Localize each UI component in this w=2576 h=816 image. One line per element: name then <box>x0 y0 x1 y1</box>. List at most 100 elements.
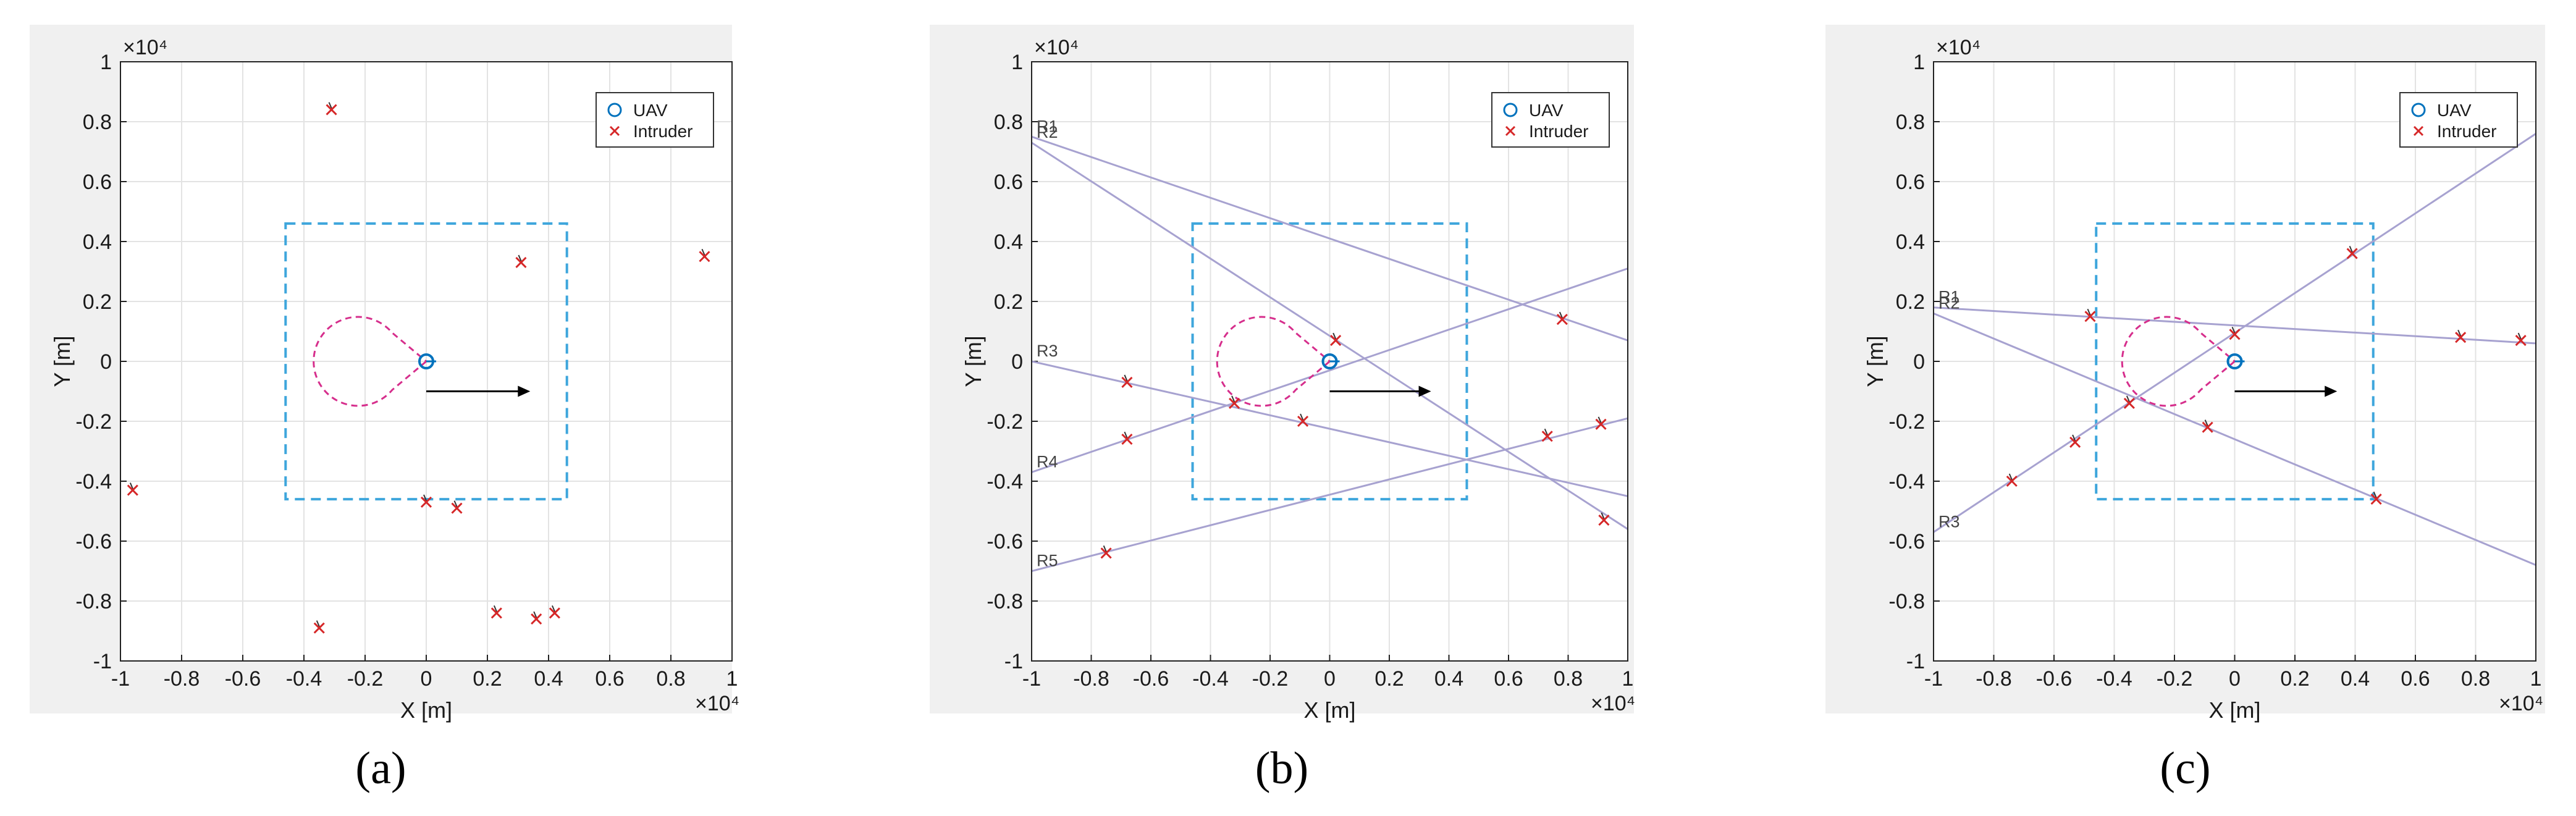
axes-border <box>1031 61 1628 662</box>
intruder-marker-stroke <box>1330 334 1342 347</box>
x-axis-label: X [m] <box>400 697 452 723</box>
x-tick-label: 0.6 <box>595 667 624 691</box>
y-tick-label: 0.4 <box>994 230 1023 254</box>
legend-label-intruder: Intruder <box>1529 122 1589 141</box>
x-tick-label: 0.6 <box>1494 667 1523 691</box>
intruder-marker-stroke <box>1121 434 1133 445</box>
x-tick-label: -0.6 <box>2036 667 2073 691</box>
intruder-point <box>1121 434 1133 445</box>
x-tick-label: 0.8 <box>1554 667 1583 691</box>
x-tick-label: -0.6 <box>225 667 261 691</box>
intruder-marker-stroke <box>2229 329 2241 340</box>
x-tick-label: -0.6 <box>1133 667 1169 691</box>
x-tick-label: -0.8 <box>1073 667 1109 691</box>
x-tick-label: -1 <box>1022 667 1041 691</box>
panel-a: -1 -0.8 -0.6 -0.4 -0.2 0 0.2 0.4 0.6 0.8 1 -1 -0.8 -0… <box>30 25 739 794</box>
legend-intruder-symbol <box>2413 125 2424 137</box>
panel-c: -1 -0.8 -0.6 -0.4 -0.2 0 0.2 0.4 0.6 0.8 1 -1 -0.8 -0… <box>1825 25 2545 794</box>
ray-label-r5: R5 <box>1037 552 1058 570</box>
axes-border <box>1933 61 2536 662</box>
intruder-point <box>2069 436 2081 448</box>
panel-caption: (c) <box>2160 743 2210 794</box>
intruder-point <box>2084 311 2096 322</box>
x-tick-label: 0.4 <box>534 667 563 691</box>
x-tick-label: 0.2 <box>473 667 502 691</box>
intruder-point <box>2202 421 2213 433</box>
intruder-marker-stroke <box>313 622 325 634</box>
x-tick-label: -1 <box>111 667 130 691</box>
x-exponent-label: ×10⁴ <box>695 692 739 715</box>
x-exponent-label: ×10⁴ <box>1591 692 1635 715</box>
intruder-marker-stroke <box>1598 514 1610 526</box>
x-axis-label: X [m] <box>2208 697 2260 723</box>
intruder-marker-stroke <box>549 607 560 619</box>
legend-intruder-symbol <box>609 125 620 137</box>
x-tick-label: 0.4 <box>1434 667 1463 691</box>
panel-caption: (b) <box>1255 743 1308 794</box>
intruder-marker-stroke <box>699 251 710 263</box>
legend: UAV Intruder <box>596 92 714 148</box>
y-exponent-label: ×10⁴ <box>1936 36 1980 59</box>
intruder-point <box>2346 248 2358 259</box>
intruder-point <box>1297 415 1309 427</box>
heading-arrow-head <box>1418 385 1431 397</box>
x-tick-label: 0 <box>1324 667 1336 691</box>
y-axis-label: Y [m] <box>49 335 75 387</box>
y-tick-label: 0 <box>1913 350 1925 374</box>
ray-line-r2 <box>1032 141 1628 530</box>
x-tick-label: 0.6 <box>2401 667 2430 691</box>
intruder-point <box>699 251 710 263</box>
x-tick-label: 0.8 <box>2461 667 2490 691</box>
ray-label-r1: R1 <box>1037 117 1058 135</box>
y-tick-label: 0.4 <box>1896 230 1925 254</box>
x-tick-label: 0.2 <box>1374 667 1404 691</box>
y-tick-label: -0.2 <box>1888 410 1925 434</box>
legend-box <box>2399 92 2518 148</box>
y-tick-label: -1 <box>1906 650 1925 673</box>
x-tick-label: 1 <box>726 667 738 691</box>
y-tick-label: 1 <box>1011 51 1023 74</box>
intruder-point <box>1541 431 1553 442</box>
y-tick-label: -0.6 <box>75 530 112 553</box>
y-tick-label: 0.4 <box>83 230 112 254</box>
y-tick-label: 0.8 <box>994 111 1023 134</box>
intruder-point <box>549 607 560 619</box>
intruder-marker-stroke <box>1541 431 1553 442</box>
intruder-point <box>2455 332 2467 343</box>
intruder-point <box>2370 494 2382 505</box>
y-tick-label: 0.6 <box>83 170 112 194</box>
intruder-point <box>1121 376 1133 389</box>
y-exponent-label: ×10⁴ <box>1034 36 1079 59</box>
intruder-point <box>313 622 325 634</box>
panel-b: -1 -0.8 -0.6 -0.4 -0.2 0 0.2 0.4 0.6 0.8 1 -1 -0.8 -0… <box>930 25 1635 794</box>
ray-line-r5 <box>1032 417 1628 572</box>
y-tick-label: 0.2 <box>83 290 112 314</box>
x-tick-label: 0 <box>421 667 432 691</box>
intruder-marker-stroke <box>1121 376 1133 389</box>
ray-label-r3: R3 <box>1037 342 1058 360</box>
legend-uav-symbol <box>2411 103 2426 117</box>
x-tick-label: -0.4 <box>2096 667 2132 691</box>
x-tick-label: 1 <box>2530 667 2542 691</box>
intruder-marker-stroke <box>451 502 463 514</box>
intruder-point <box>326 104 337 116</box>
surveillance-square <box>2095 222 2375 501</box>
legend-label-uav: UAV <box>633 101 668 120</box>
x-axis-label: X [m] <box>1303 697 1355 723</box>
legend: UAV Intruder <box>2399 92 2518 148</box>
intruder-point <box>1229 397 1240 409</box>
intruder-point <box>1598 514 1610 526</box>
y-tick-label: -1 <box>93 650 112 673</box>
y-tick-label: -0.2 <box>987 410 1023 434</box>
intruder-point <box>515 256 527 269</box>
intruder-marker-stroke <box>2084 311 2096 322</box>
intruder-marker-stroke <box>1556 314 1568 326</box>
intruder-marker-stroke <box>1505 125 1516 137</box>
y-tick-label: 0 <box>100 350 112 374</box>
legend-box <box>1491 92 1610 148</box>
y-tick-label: 0.8 <box>1896 111 1925 134</box>
intruder-marker-stroke <box>1595 418 1607 430</box>
y-tick-label: -0.2 <box>75 410 112 434</box>
ray-line-r2 <box>1934 313 2536 566</box>
